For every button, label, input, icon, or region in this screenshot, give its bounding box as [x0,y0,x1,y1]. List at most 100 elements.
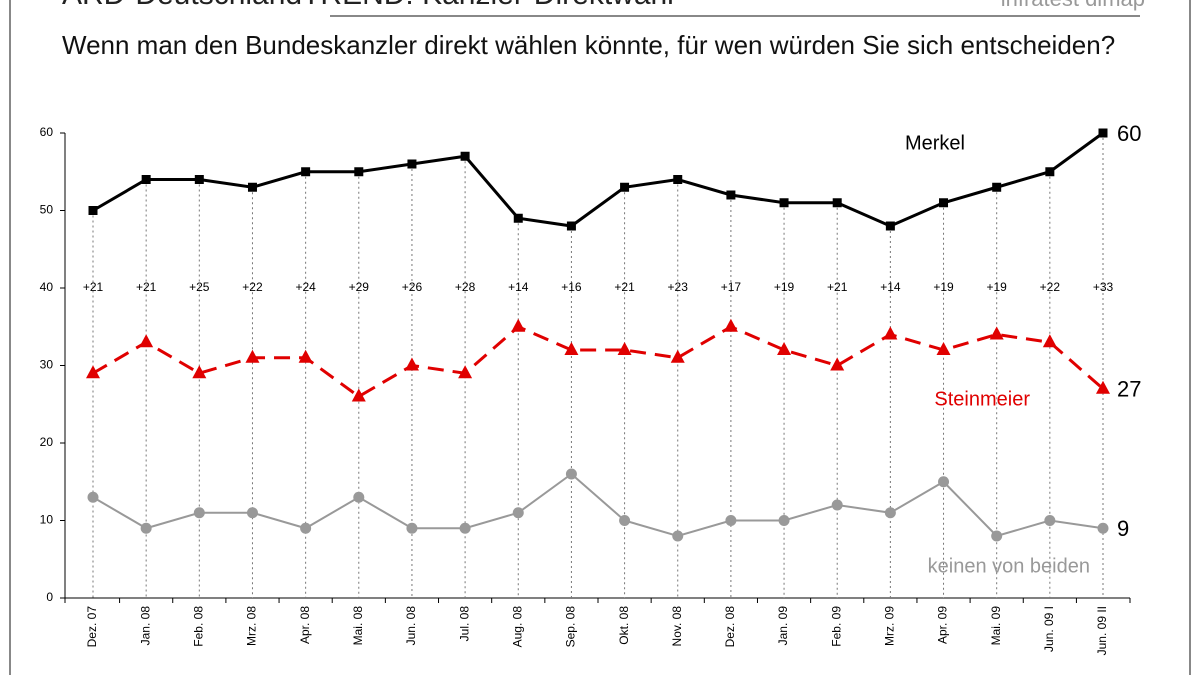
point [458,365,473,379]
x-tick-label: Sep. 08 [564,606,578,648]
point [460,151,470,161]
x-tick-label: Jan. 08 [138,606,152,646]
point [245,349,260,363]
point [1042,334,1057,348]
x-tick-label: Mrz. 08 [245,606,259,646]
x-tick-label: Mai. 09 [989,606,1003,646]
difference-label: +28 [455,280,476,294]
point [300,522,312,534]
x-tick-label: Dez. 07 [85,606,99,648]
point [939,198,949,208]
x-tick-label: Dez. 08 [723,606,737,648]
difference-label: +17 [721,280,742,294]
difference-label: +23 [668,280,689,294]
point [192,365,207,379]
point [354,167,364,177]
difference-label: +19 [774,280,795,294]
difference-label: +33 [1093,280,1114,294]
difference-label: +14 [880,280,901,294]
point [723,318,738,332]
difference-label: +24 [295,280,316,294]
point [86,365,100,379]
series-line [92,131,1104,228]
point [778,515,790,526]
series-line [92,472,1104,538]
point [883,326,898,340]
point [564,342,579,355]
point [193,507,205,519]
x-tick-label: Feb. 09 [829,606,843,647]
title: ARD-DeutschlandTREND: Kanzler-Direktwahl [62,0,674,12]
point [885,221,895,231]
difference-label: +22 [1040,280,1061,294]
point [777,342,792,355]
point [673,175,683,184]
point [1097,522,1109,534]
point [830,357,845,371]
y-tick-label: 40 [40,280,54,294]
y-tick-label: 60 [40,125,54,139]
difference-label: +19 [987,280,1008,294]
point [566,221,576,231]
point [992,182,1002,192]
point [670,349,685,363]
point [139,334,154,348]
x-tick-label: Jun. 09 II [1095,606,1109,655]
point [512,507,524,519]
point [725,515,737,526]
point [672,530,684,542]
x-tick-label: Feb. 08 [191,606,205,647]
x-tick-label: Okt. 08 [617,606,631,645]
point [831,499,843,511]
point [1044,515,1056,526]
point [351,388,366,402]
point [301,167,311,177]
point [88,206,98,215]
point [884,507,896,519]
point [1096,380,1110,394]
y-tick-label: 10 [40,513,54,527]
point [938,476,950,488]
title-rule [330,15,1140,17]
x-tick-label: Jul. 08 [457,606,471,642]
difference-label: +25 [189,280,210,294]
difference-label: +22 [242,280,263,294]
difference-label: +21 [827,280,848,294]
point [406,522,418,534]
point [565,468,577,480]
y-tick-label: 50 [40,203,54,217]
difference-label: +29 [349,280,370,294]
series-line [92,324,1104,399]
end-value-label: 9 [1117,516,1129,541]
point [140,522,152,534]
series-label: Merkel [905,132,965,154]
point [991,530,1003,542]
x-tick-label: Apr. 08 [298,606,312,644]
difference-label: +19 [933,280,954,294]
x-tick-label: Jan. 09 [776,606,790,646]
point [87,491,99,503]
point [247,182,257,192]
point [617,342,632,355]
end-value-label: 27 [1117,377,1141,402]
x-tick-label: Jun. 09 I [1042,606,1056,652]
point [620,182,630,192]
end-value-label: 60 [1117,121,1141,146]
source: infratest dimap [1001,0,1145,12]
y-tick-label: 30 [40,358,54,372]
point [246,507,258,519]
point [513,213,523,223]
point [459,522,471,534]
difference-label: +21 [83,280,104,294]
x-tick-label: Apr. 09 [936,606,950,644]
point [511,318,526,332]
y-tick-label: 20 [40,435,54,449]
difference-label: +21 [614,280,635,294]
point [141,175,151,184]
difference-label: +16 [561,280,582,294]
difference-label: +14 [508,280,529,294]
point [1098,128,1108,138]
point [298,349,313,363]
